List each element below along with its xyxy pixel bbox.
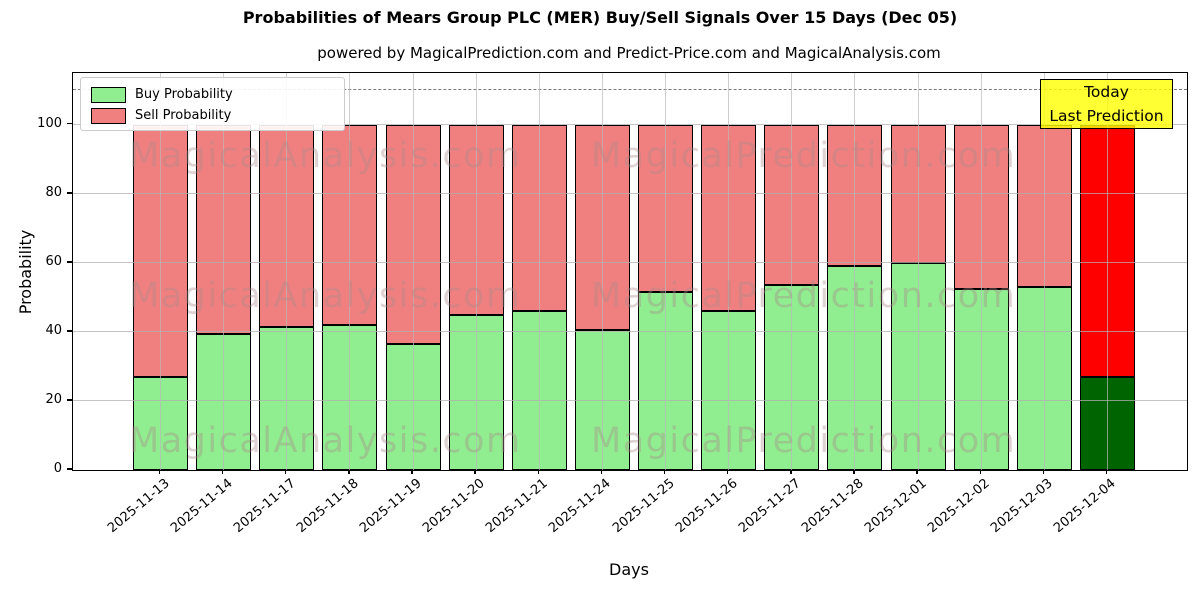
v-gridline [349,73,351,470]
v-gridline [1043,73,1045,470]
h-gridline [73,331,1187,333]
v-gridline [475,73,477,470]
v-gridline [665,73,667,470]
v-gridline [286,73,288,470]
y-tick-mark [67,468,72,470]
legend: Buy Probability Sell Probability [80,77,345,131]
h-gridline [73,124,1187,126]
x-tick-mark [790,469,792,474]
legend-item-1: Sell Probability [91,105,344,126]
watermark-left: MagicalAnalysis.com [129,276,522,316]
y-tick-mark [67,123,72,125]
y-tick-mark [67,261,72,263]
x-tick-mark [411,469,413,474]
x-tick-mark [474,469,476,474]
v-gridline [854,73,856,470]
legend-swatch-0 [91,86,126,103]
v-gridline [980,73,982,470]
v-gridline [538,73,540,470]
y-tick-label: 60 [45,253,62,269]
y-tick-mark [67,330,72,332]
y-tick-label: 0 [53,461,62,476]
watermark-right: MagicalPrediction.com [591,276,1017,316]
v-gridline [917,73,919,470]
x-tick-mark [853,469,855,474]
v-gridline [1106,73,1108,470]
watermark-right: MagicalPrediction.com [591,136,1017,176]
x-tick-mark [1105,469,1108,474]
v-gridline [791,73,793,470]
today-annotation: Today Last Prediction [1040,79,1173,129]
y-axis-title: Probability [16,229,35,315]
v-gridline [728,73,730,470]
x-tick-mark [348,469,350,474]
y-tick-label: 100 [37,115,62,131]
legend-label-0: Buy Probability [135,87,233,102]
v-gridline [412,73,414,470]
y-tick-label: 80 [45,184,62,200]
y-tick-mark [67,399,72,401]
y-tick-mark [67,192,72,194]
v-gridline [601,73,603,470]
chart-subtitle: powered by MagicalPrediction.com and Pre… [317,44,941,62]
x-tick-mark [158,469,161,474]
y-tick-label: 20 [45,391,62,407]
threshold-dashed-line [73,89,1187,91]
v-gridline [223,73,225,470]
x-tick-mark [537,469,539,474]
x-tick-mark [600,469,603,474]
watermark-left: MagicalAnalysis.com [129,136,522,176]
y-tick-label: 40 [45,322,62,338]
h-gridline [73,262,1187,264]
x-tick-mark [663,469,666,474]
x-tick-mark [1042,469,1045,474]
legend-item-0: Buy Probability [91,84,344,105]
chart-title: Probabilities of Mears Group PLC (MER) B… [242,8,958,27]
x-tick-mark [285,469,287,474]
x-tick-mark [979,469,981,474]
x-tick-mark [221,469,224,474]
x-tick-mark [916,469,918,474]
h-gridline [73,400,1187,402]
today-annotation-line1: Today [1084,83,1129,101]
legend-swatch-1 [91,107,126,124]
watermark-left: MagicalAnalysis.com [129,421,522,461]
plot-area: MagicalAnalysis.com MagicalPrediction.com… [72,72,1188,471]
legend-label-1: Sell Probability [135,108,232,123]
today-annotation-line2: Last Prediction [1049,107,1164,125]
watermark-right: MagicalPrediction.com [591,421,1017,461]
x-axis-title: Days [609,560,649,579]
x-tick-mark [726,469,729,474]
h-gridline [73,193,1187,195]
v-gridline [160,73,161,470]
